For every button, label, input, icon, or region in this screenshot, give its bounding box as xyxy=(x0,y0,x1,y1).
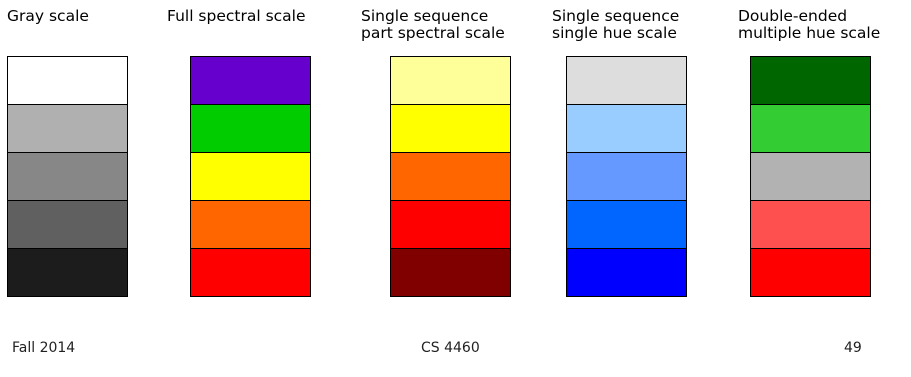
swatch-column xyxy=(750,56,871,297)
color-swatch xyxy=(8,105,127,153)
color-swatch xyxy=(8,57,127,105)
color-swatch xyxy=(191,57,310,105)
scale-title: Double-ended multiple hue scale xyxy=(738,8,880,42)
swatch-column xyxy=(390,56,511,297)
color-swatch xyxy=(191,201,310,249)
scale-title-line: Single sequence xyxy=(552,7,680,25)
scale-title-line: Double-ended xyxy=(738,7,848,25)
footer-date: Fall 2014 xyxy=(12,340,76,356)
scale-title-line: single hue scale xyxy=(552,24,677,42)
color-swatch xyxy=(751,249,870,297)
scale-title-line: Gray scale xyxy=(7,7,89,25)
swatch-column xyxy=(7,56,128,297)
swatch-column xyxy=(190,56,311,297)
scale-title-line: Single sequence xyxy=(361,7,489,25)
color-swatch xyxy=(8,153,127,201)
color-swatch xyxy=(567,105,686,153)
color-swatch xyxy=(191,105,310,153)
swatch-column xyxy=(566,56,687,297)
color-swatch xyxy=(8,249,127,297)
color-swatch xyxy=(751,105,870,153)
color-swatch xyxy=(567,249,686,297)
color-swatch xyxy=(391,201,510,249)
color-swatch xyxy=(751,57,870,105)
footer-page-number: 49 xyxy=(844,340,862,356)
scale-title: Single sequence part spectral scale xyxy=(361,8,505,42)
color-swatch xyxy=(751,153,870,201)
color-swatch xyxy=(8,201,127,249)
color-swatch xyxy=(567,201,686,249)
color-swatch xyxy=(191,249,310,297)
color-swatch xyxy=(567,153,686,201)
scale-title-line: Full spectral scale xyxy=(167,7,306,25)
scale-title: Single sequence single hue scale xyxy=(552,8,679,42)
footer-course: CS 4460 xyxy=(421,340,480,356)
color-swatch xyxy=(391,153,510,201)
scale-title: Gray scale xyxy=(7,8,89,25)
scale-title-line: multiple hue scale xyxy=(738,24,881,42)
color-swatch xyxy=(567,57,686,105)
scale-title: Full spectral scale xyxy=(167,8,306,25)
color-swatch xyxy=(391,57,510,105)
color-swatch xyxy=(191,153,310,201)
color-swatch xyxy=(751,201,870,249)
color-swatch xyxy=(391,249,510,297)
scale-title-line: part spectral scale xyxy=(361,24,505,42)
color-swatch xyxy=(391,105,510,153)
